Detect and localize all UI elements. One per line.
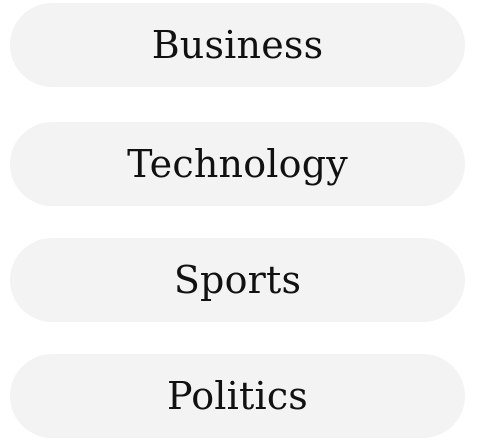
category-label: Politics [166, 374, 309, 418]
category-label: Sports [173, 258, 302, 302]
category-label: Technology [127, 142, 348, 186]
category-label: Business [151, 23, 324, 67]
category-button-politics[interactable]: Politics [10, 354, 465, 438]
category-button-business[interactable]: Business [10, 3, 465, 87]
category-button-technology[interactable]: Technology [10, 122, 465, 206]
category-button-sports[interactable]: Sports [10, 238, 465, 322]
